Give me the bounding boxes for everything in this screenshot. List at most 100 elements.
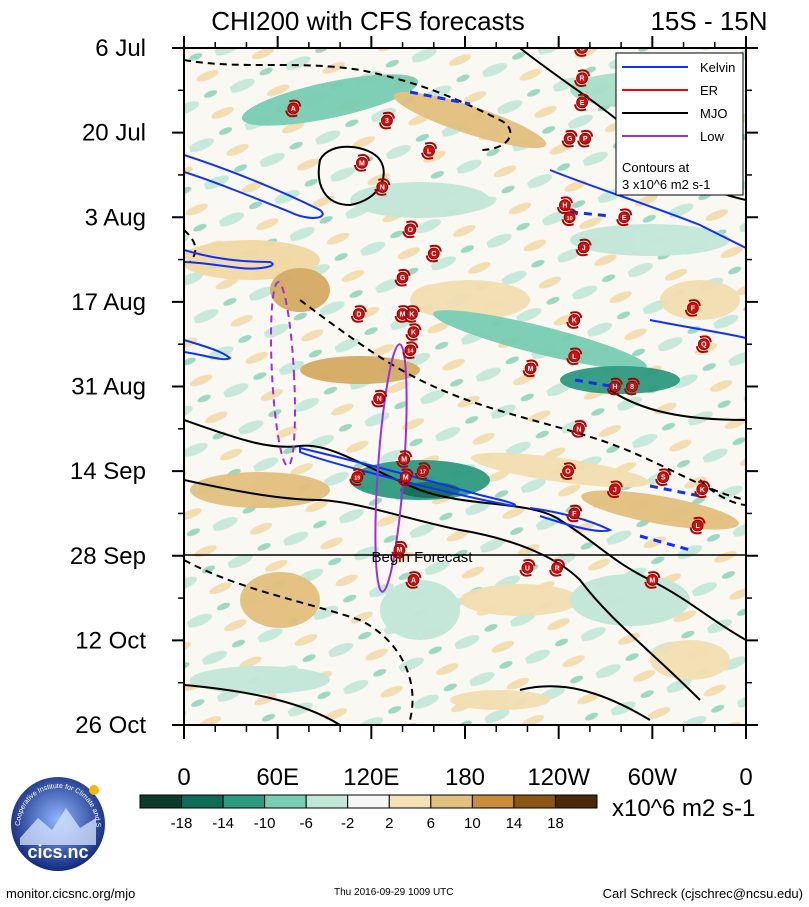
colorbar-swatch	[139, 794, 183, 809]
storm-arm	[577, 93, 591, 101]
x-tick-label: 0	[739, 764, 752, 791]
storm-icon	[381, 114, 393, 127]
storm-icon	[577, 241, 590, 254]
storm-label: 19	[354, 476, 360, 482]
storm-icon	[576, 48, 588, 54]
storm-icon	[687, 302, 699, 314]
storm-arm	[394, 279, 407, 287]
storm-arm	[391, 551, 404, 559]
storm-marker: M	[396, 450, 413, 468]
contour-note-line1: Contours at	[622, 160, 690, 175]
storm-label: 3	[385, 118, 389, 125]
storm-arm	[394, 315, 407, 323]
storm-arm	[698, 480, 711, 488]
x-tick-label: 0	[177, 764, 190, 791]
storm-arm	[606, 388, 620, 396]
storm-label: F	[572, 511, 577, 518]
colorbar-swatch	[554, 794, 598, 809]
colorbar-tick-label: 6	[427, 815, 435, 832]
storm-icon	[524, 362, 537, 375]
storm-icon	[356, 156, 368, 169]
storm-label: J	[613, 487, 617, 494]
storm-arm	[402, 352, 415, 360]
storm-arm	[429, 244, 442, 252]
storm-icon	[646, 574, 659, 586]
colorbar-swatch	[264, 794, 307, 809]
storm-arm	[409, 323, 422, 331]
storm-arm	[406, 220, 419, 228]
storm-arm	[421, 152, 434, 160]
storm-marker: Q	[695, 335, 712, 353]
storm-icon	[376, 181, 389, 193]
storm-marker: 14	[402, 341, 419, 360]
storm-arm	[395, 540, 408, 548]
storm-arm	[424, 141, 438, 149]
storm-label: K	[572, 318, 577, 325]
storm-arm	[407, 305, 420, 313]
x-tick-label: 60E	[256, 764, 299, 791]
storm-marker: J	[606, 480, 623, 499]
storm-icon	[352, 308, 365, 320]
legend-label: MJO	[700, 106, 727, 121]
legend-label: ER	[700, 83, 718, 98]
y-tick-label: 31 Aug	[71, 374, 146, 401]
storm-arm	[688, 299, 701, 307]
storm-arm	[579, 238, 592, 246]
legend: Kelvin ER MJO Low Contours at 3 x10^6 m2 s-…	[615, 52, 744, 196]
storm-label: M	[397, 547, 403, 554]
storm-icon	[287, 102, 300, 115]
storm-icon	[657, 471, 670, 484]
storm-marker: K	[566, 311, 583, 329]
storm-label: M	[649, 577, 655, 584]
storm-icon	[416, 465, 429, 478]
storm-arm	[566, 515, 579, 523]
x-tick-label: 120W	[527, 764, 590, 791]
storm-marker: O	[402, 220, 419, 239]
storm-arm	[382, 111, 395, 119]
storm-icon	[521, 561, 534, 574]
storm-marker: K	[694, 480, 711, 499]
storm-label: M	[403, 475, 409, 482]
storm-arm	[695, 345, 709, 353]
storm-marker: M	[353, 154, 370, 172]
storm-icon	[576, 96, 588, 109]
colorbar: -18 -14 -10 -6 -2 2 6 10 14 18	[139, 794, 598, 832]
storm-arm	[569, 347, 583, 355]
storm-marker: 3	[378, 111, 395, 130]
storm-marker: A	[405, 571, 422, 589]
storm-marker: R	[549, 559, 566, 577]
y-tick-label: 14 Sep	[70, 458, 146, 485]
legend-label: Kelvin	[700, 60, 735, 75]
footer-url[interactable]: monitor.cicsnc.org/mjo	[6, 886, 136, 901]
storm-marker: J	[575, 238, 592, 257]
storm-arm	[693, 516, 706, 524]
storm-marker: M	[397, 468, 414, 486]
storm-marker: 19	[349, 468, 366, 486]
storm-label: M	[359, 160, 365, 167]
storm-arm	[619, 208, 633, 216]
storm-arm	[405, 333, 418, 341]
colorbar-tick-label: 14	[506, 815, 523, 832]
storm-label: A	[411, 577, 416, 584]
storm-arm	[414, 472, 428, 480]
y-tick-label: 12 Oct	[75, 627, 146, 654]
storm-icon	[562, 465, 574, 478]
storm-arm	[403, 315, 417, 323]
colorbar-tick-label: 10	[464, 815, 481, 832]
storm-icon	[393, 543, 406, 556]
storm-icon	[608, 380, 621, 393]
storm-arm	[565, 208, 578, 216]
storm-label: M	[528, 366, 534, 373]
storm-marker: L	[689, 516, 706, 535]
storm-arm	[560, 472, 573, 480]
storm-arm	[648, 571, 661, 579]
storm-icon	[398, 453, 411, 465]
colorbar-tick-label: -18	[171, 815, 193, 832]
storm-label: N	[380, 185, 385, 192]
storm-icon	[404, 344, 417, 357]
colorbar-swatch	[430, 794, 473, 809]
storm-arm	[371, 400, 384, 408]
storm-marker: P	[577, 129, 594, 148]
storm-marker: D	[350, 305, 367, 323]
storm-icon	[618, 211, 631, 224]
